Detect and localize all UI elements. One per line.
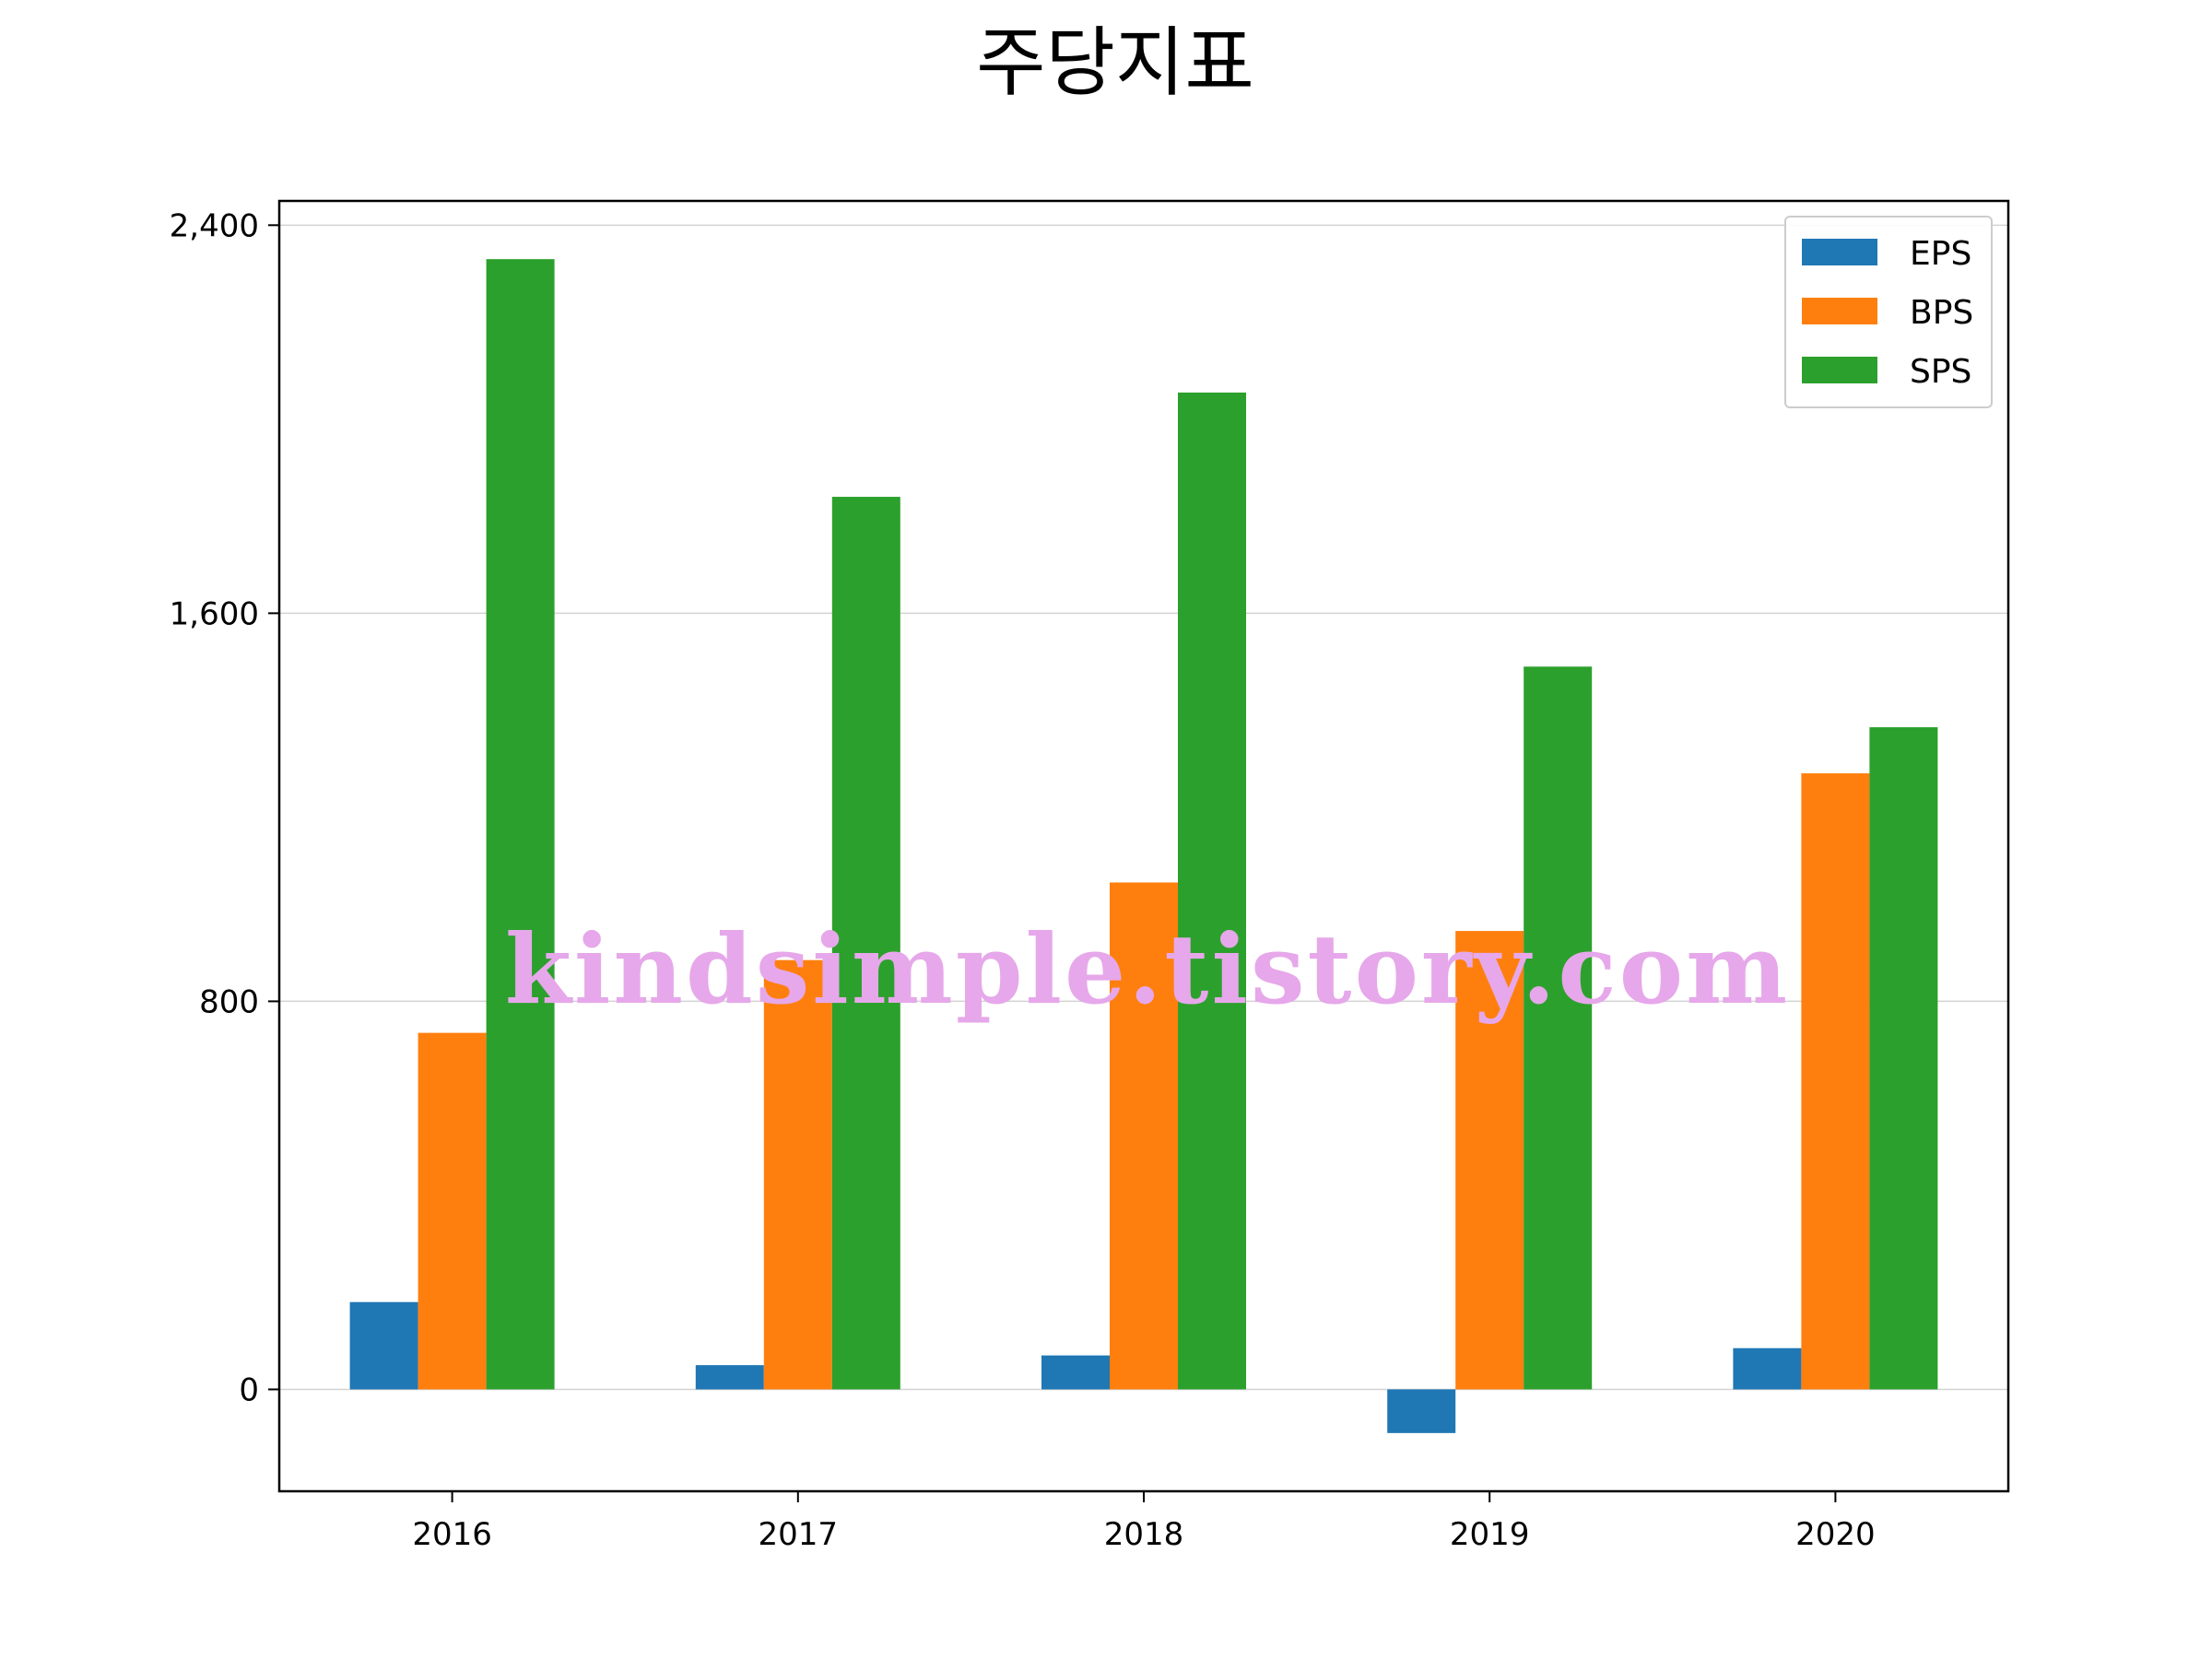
y-tick-label: 1,600 (170, 595, 259, 632)
x-tick-label: 2018 (1104, 1516, 1184, 1553)
bar-eps-2019 (1387, 1389, 1456, 1433)
bars (349, 259, 1938, 1433)
x-tick-label: 2020 (1795, 1516, 1876, 1553)
x-tick-label: 2019 (1450, 1516, 1530, 1553)
bar-sps-2019 (1524, 666, 1593, 1390)
watermark: kindsimple.tistory.com (505, 912, 1790, 1026)
y-axis: 0 800 1,600 2,400 (170, 207, 279, 1408)
chart-title: 주당지표 (976, 19, 1254, 107)
bar-sps-2017 (831, 497, 900, 1390)
x-tick-label: 2017 (759, 1516, 839, 1553)
bar-sps-2018 (1178, 392, 1246, 1390)
bar-eps-2016 (349, 1301, 418, 1390)
bar-bps-2020 (1801, 773, 1870, 1390)
bar-sps-2020 (1869, 727, 1938, 1390)
legend-label-bps: BPS (1910, 294, 1973, 332)
legend: EPS BPS SPS (1784, 216, 1993, 408)
bar-bps-2018 (1110, 882, 1178, 1390)
bar-bps-2017 (763, 959, 832, 1390)
y-tick-label: 0 (239, 1371, 259, 1408)
legend-swatch-eps (1802, 239, 1877, 265)
bar-bps-2016 (418, 1032, 487, 1390)
bar-eps-2017 (695, 1365, 764, 1390)
bar-bps-2019 (1455, 931, 1524, 1390)
bar-eps-2020 (1733, 1347, 1802, 1390)
y-tick-label: 2,400 (170, 207, 259, 244)
bar-eps-2018 (1041, 1355, 1110, 1390)
bar-sps-2016 (486, 259, 555, 1390)
legend-label-eps: EPS (1910, 235, 1971, 273)
y-tick-label: 800 (199, 983, 259, 1020)
legend-label-sps: SPS (1910, 353, 1971, 391)
legend-swatch-bps (1802, 298, 1877, 324)
x-axis: 2016 2017 2018 2019 2020 (412, 1491, 1876, 1553)
legend-swatch-sps (1802, 357, 1877, 383)
x-tick-label: 2016 (412, 1516, 492, 1553)
